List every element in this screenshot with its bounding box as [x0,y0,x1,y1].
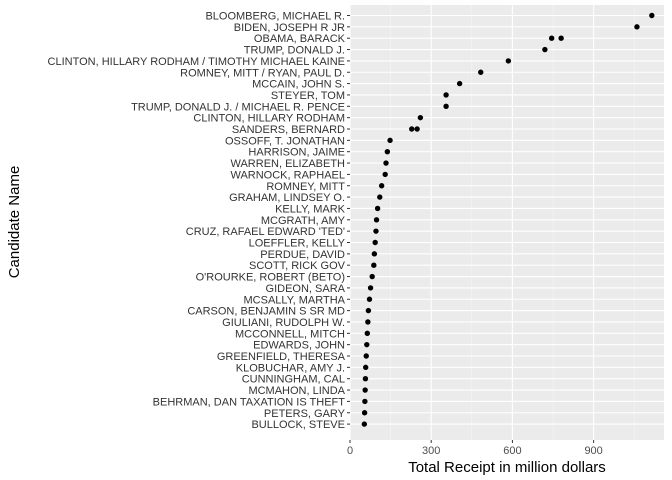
y-tick-label: BEHRMAN, DAN TAXATION IS THEFT [153,396,346,408]
y-tick-label: STEYER, TOM [271,90,345,102]
y-tick-label: GIULIANI, RUDOLPH W. [222,317,345,329]
y-axis: BLOOMBERG, MICHAEL R.BIDEN, JOSEPH R JRO… [48,11,350,431]
data-point [548,35,555,41]
data-point [364,341,370,348]
x-tick-label: 600 [503,445,521,457]
data-point [383,160,389,166]
y-tick-label: OSSOFF, T. JONATHAN [225,135,345,147]
y-tick-label: MCMAHON, LINDA [248,385,345,397]
data-point [371,251,378,257]
y-tick-label: GREENFIELD, THERESA [217,351,346,363]
y-tick-label: OBAMA, BARACK [254,33,346,45]
y-tick-label: GRAHAM, LINDSEY O. [229,192,345,204]
y-tick-label: BLOOMBERG, MICHAEL R. [205,11,345,23]
data-point [366,296,373,302]
y-tick-label: CARSON, BENJAMIN S SR MD [187,306,345,318]
y-tick-label: BULLOCK, STEVE [251,419,345,431]
data-point [414,126,420,132]
x-axis: 0 300 600 900 [347,440,603,457]
data-point [373,217,380,223]
y-tick-label: WARNOCK, RAPHAEL [230,169,345,181]
data-point [542,46,548,53]
data-point [443,103,449,110]
y-tick-label: CLINTON, HILLARY RODHAM [193,113,345,125]
y-tick-label: TRUMP, DONALD J. / MICHAEL R. PENCE [131,101,345,113]
x-tick-label: 300 [422,445,440,457]
plot-panel [350,5,664,440]
data-point [362,398,368,405]
y-tick-label: PERDUE, DAVID [260,249,345,261]
y-tick-label: MCCAIN, JOHN S. [252,79,345,91]
data-point [361,410,368,416]
y-tick-label: ROMNEY, MITT / RYAN, PAUL D. [180,67,345,79]
y-tick-label: LOEFFLER, KELLY [249,238,346,250]
y-tick-label: HARRISON, JAIME [248,147,345,159]
data-point [478,69,484,75]
data-point [374,205,381,212]
y-tick-label: ROMNEY, MITT [266,181,345,193]
data-point [384,149,391,155]
x-tick-label: 900 [584,445,602,457]
data-point [367,285,374,291]
data-point [362,376,369,382]
data-point [456,80,463,87]
y-tick-label: CRUZ, RAFAEL EDWARD 'TED' [186,226,345,238]
data-point [378,183,385,189]
data-point [364,330,371,336]
data-point [363,364,369,371]
data-points [361,12,655,427]
x-tick-label: 0 [347,445,353,457]
data-point [361,421,368,427]
y-axis-title: Candidate Name [6,166,23,279]
y-tick-label: BIDEN, JOSEPH R JR [234,22,345,34]
data-point [634,24,640,30]
data-point [365,307,372,314]
data-point [362,387,368,393]
data-point [365,319,371,325]
y-tick-label: MCCONNELL, MITCH [235,328,345,340]
data-point [363,353,369,359]
data-point [369,273,375,280]
y-tick-label: MCSALLY, MARTHA [244,294,346,306]
y-tick-label: PETERS, GARY [264,408,346,420]
data-point [373,228,379,234]
data-point [417,114,424,121]
y-tick-label: MCGRATH, AMY [261,215,346,227]
data-point [372,239,378,246]
data-point [371,262,377,268]
y-tick-label: GIDEON, SARA [266,283,346,295]
data-point [409,126,415,132]
data-point [505,58,512,64]
y-tick-label: TRUMP, DONALD J. [244,45,345,57]
data-point [558,35,564,41]
y-tick-label: SCOTT, RICK GOV [249,260,346,272]
data-point [382,171,388,178]
y-tick-label: SANDERS, BERNARD [232,124,345,136]
x-axis-title: Total Receipt in million dollars [408,459,606,476]
y-tick-label: WARREN, ELIZABETH [231,158,346,170]
y-tick-label: KLOBUCHAR, AMY J. [236,362,345,374]
y-tick-label: EDWARDS, JOHN [253,340,345,352]
y-tick-label: KELLY, MARK [275,203,346,215]
y-tick-label: CLINTON, HILLARY RODHAM / TIMOTHY MICHAE… [48,56,345,68]
y-tick-label: O'ROURKE, ROBERT (BETO) [196,272,345,284]
data-point [387,137,393,144]
data-point [377,194,383,200]
y-tick-label: CUNNINGHAM, CAL [242,374,345,386]
data-point [649,12,655,19]
data-point [443,92,449,98]
